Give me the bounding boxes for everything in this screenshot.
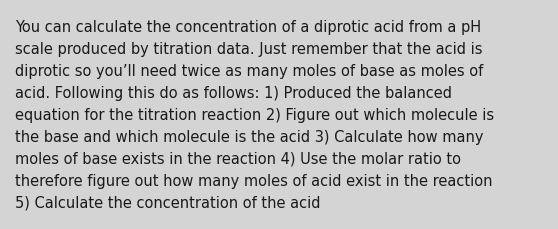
Text: the base and which molecule is the acid 3) Calculate how many: the base and which molecule is the acid …: [15, 129, 483, 144]
Text: equation for the titration reaction 2) Figure out which molecule is: equation for the titration reaction 2) F…: [15, 108, 494, 123]
Text: moles of base exists in the reaction 4) Use the molar ratio to: moles of base exists in the reaction 4) …: [15, 151, 461, 166]
Text: 5) Calculate the concentration of the acid: 5) Calculate the concentration of the ac…: [15, 195, 320, 210]
Text: therefore figure out how many moles of acid exist in the reaction: therefore figure out how many moles of a…: [15, 173, 493, 188]
Text: acid. Following this do as follows: 1) Produced the balanced: acid. Following this do as follows: 1) P…: [15, 86, 452, 101]
Text: scale produced by titration data. Just remember that the acid is: scale produced by titration data. Just r…: [15, 42, 483, 57]
Text: diprotic so you’ll need twice as many moles of base as moles of: diprotic so you’ll need twice as many mo…: [15, 64, 483, 79]
Text: You can calculate the concentration of a diprotic acid from a pH: You can calculate the concentration of a…: [15, 20, 481, 35]
